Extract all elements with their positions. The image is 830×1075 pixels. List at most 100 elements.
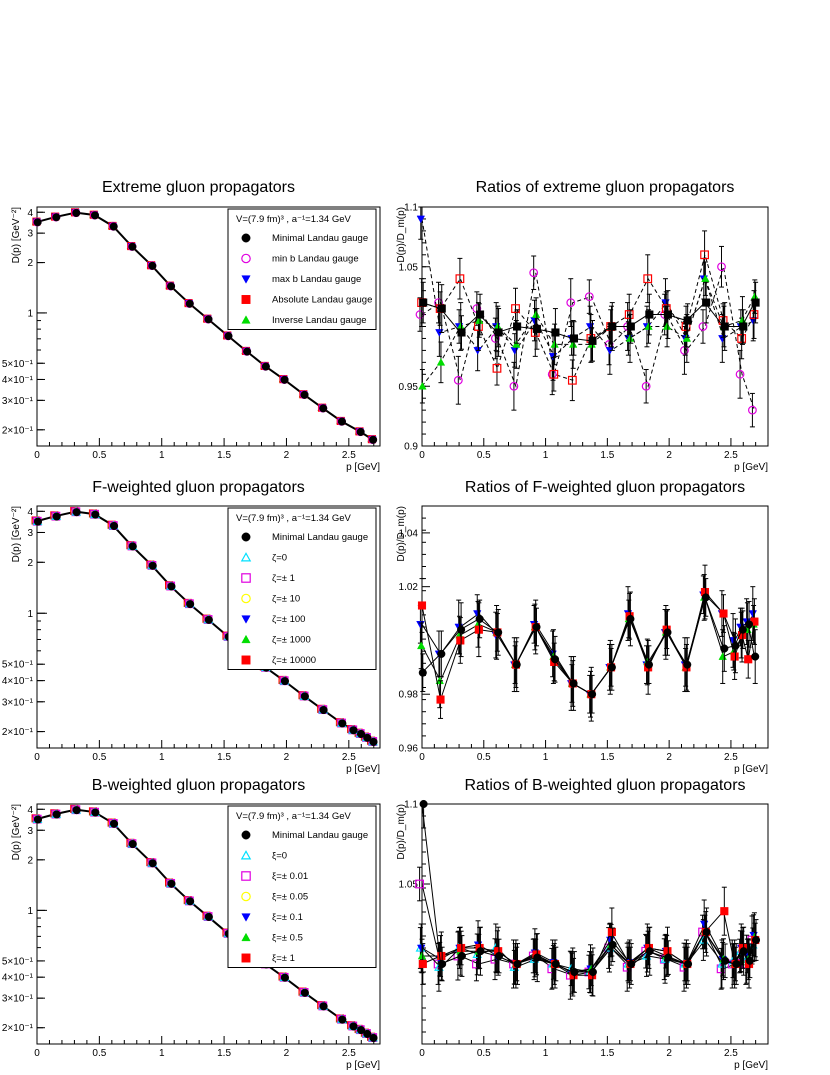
y-axis-label: D(p) [GeV⁻²] [11, 506, 22, 563]
data-point [513, 959, 522, 969]
data-point [700, 250, 709, 260]
data-point [148, 261, 157, 270]
data-point [721, 956, 730, 965]
plot-frame [36, 803, 381, 1045]
data-point [682, 334, 692, 342]
data-point [494, 328, 503, 337]
data-point [416, 641, 426, 650]
legend-entry: Absolute Landau gauge [272, 295, 372, 306]
data-point [337, 417, 346, 426]
y-tick-label: 1.02 [399, 582, 419, 593]
data-point [588, 967, 597, 977]
data-point [457, 951, 466, 961]
data-point [719, 609, 728, 618]
b-weighted-propagators-panel: B-weighted gluon propagators 0 0.5 1 1.5 2 2.… [2, 777, 381, 1071]
data-point [644, 322, 653, 330]
data-point [148, 859, 157, 868]
data-point [319, 1002, 328, 1011]
data-point [319, 705, 328, 715]
data-point [363, 733, 372, 742]
x-tick-label: 1 [159, 752, 165, 763]
data-point [261, 362, 270, 371]
data-point [33, 517, 43, 526]
data-point [701, 274, 710, 282]
data-point [167, 582, 176, 591]
data-point [751, 935, 761, 945]
y-tick-label: 1.05 [399, 262, 419, 273]
data-point [509, 381, 519, 391]
data-point [566, 298, 576, 308]
data-point [415, 879, 424, 889]
data-point [418, 959, 427, 969]
y-tick-label: 2 [27, 855, 33, 866]
data-point [494, 951, 504, 961]
x-tick-label: 1.5 [217, 1048, 231, 1059]
data-point [739, 322, 748, 331]
y-tick-label: 4 [27, 208, 33, 219]
x-tick-label: 2 [284, 752, 290, 763]
y-tick-label: 5×10⁻¹ [2, 359, 34, 370]
data-point [148, 561, 157, 570]
chart-title: F-weighted gluon propagators [92, 479, 305, 496]
data-point [436, 358, 446, 366]
data-point [356, 729, 366, 739]
data-point [436, 695, 445, 704]
y-axis-label: D(p)/D_m(p) [396, 804, 407, 860]
extreme-ratios-panel: Ratios of extreme gluon propagators 0 0.5… [396, 179, 769, 473]
data-point [456, 636, 465, 645]
data-point [437, 304, 446, 313]
data-point [702, 298, 711, 307]
data-point [33, 815, 43, 824]
y-tick-label: 3 [27, 826, 33, 837]
data-point [204, 912, 213, 921]
data-point [243, 347, 252, 356]
data-point [241, 655, 251, 665]
data-point [550, 655, 560, 664]
y-tick-label: 4 [27, 805, 33, 816]
f-weighted-ratios-panel: Ratios of F-weighted gluon propagators 0… [396, 479, 769, 775]
data-point [627, 959, 636, 969]
x-axis-label: p [GeV] [734, 462, 768, 473]
data-point [645, 310, 654, 319]
data-point [662, 322, 672, 330]
plot-frame [36, 206, 381, 447]
data-point [363, 1029, 372, 1038]
data-point [241, 275, 251, 284]
x-tick-label: 0.5 [477, 1048, 491, 1059]
x-tick-label: 1 [159, 1048, 165, 1059]
y-tick-label: 2 [27, 258, 33, 269]
data-point [72, 806, 81, 815]
y-axis-label: D(p)/D_m(p) [396, 506, 407, 562]
data-point [698, 322, 708, 331]
data-point [569, 334, 579, 343]
data-point [717, 262, 726, 272]
data-point [241, 615, 251, 624]
data-point [457, 943, 466, 953]
data-point [110, 819, 119, 828]
data-point [186, 897, 195, 906]
data-point [417, 601, 427, 610]
data-point [751, 652, 760, 661]
data-point [128, 542, 137, 551]
x-tick-label: 1 [543, 1048, 549, 1059]
data-point [730, 652, 739, 661]
data-point [551, 328, 560, 337]
data-point [241, 532, 251, 542]
x-tick-label: 0.5 [92, 752, 106, 763]
data-point [569, 679, 578, 688]
legend-entry: Inverse Landau gauge [272, 315, 367, 326]
y-tick-label: 0.95 [399, 382, 419, 393]
data-point [416, 215, 426, 224]
chart-title: Ratios of extreme gluon propagators [476, 179, 735, 196]
data-point [731, 641, 740, 650]
y-axis-label: D(p) [GeV⁻²] [11, 207, 22, 264]
data-point [241, 830, 251, 840]
x-tick-label: 2.5 [342, 752, 356, 763]
extreme-propagators-panel: Extreme gluon propagators 0 0.5 1 1.5 2 2.5 2×… [2, 179, 381, 473]
legend-entry: min b Landau gauge [272, 254, 359, 265]
data-point [494, 628, 503, 637]
legend-entry: ξ=± 0.01 [272, 871, 308, 882]
legend-entry: ζ=0 [272, 553, 287, 564]
legend-box [227, 208, 377, 330]
